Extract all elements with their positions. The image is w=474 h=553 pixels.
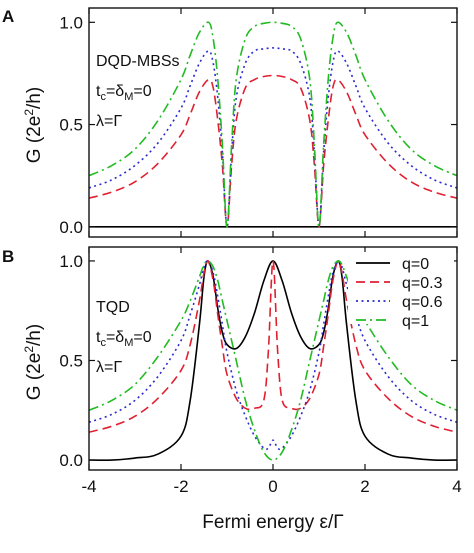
panel-b-annotation-title: TQD bbox=[96, 299, 130, 316]
panel-a-ylabel: G (2e2/h) bbox=[22, 87, 45, 163]
panel-b-series-q-0 bbox=[89, 260, 457, 461]
panel-a-annotation-params: tc=δM=0 bbox=[96, 83, 152, 103]
panel-a-annotation-lambda: λ=Γ bbox=[96, 113, 122, 130]
x-tick-label: 2 bbox=[360, 477, 369, 496]
panel-b: B 0.0 0.5 1.0 -4 -2 0 2 4 G (2e2/h) Fermi ener… bbox=[2, 246, 462, 533]
panel-b-xlabel: Fermi energy ε/Γ bbox=[202, 512, 343, 533]
y-tick-label: 0.0 bbox=[59, 218, 83, 237]
panel-a-series-q-1 bbox=[89, 21, 457, 228]
x-tick-label: 0 bbox=[268, 477, 277, 496]
panel-b-yticks: 0.0 0.5 1.0 bbox=[59, 252, 457, 470]
panel-a-annotation-title: DQD-MBSs bbox=[96, 53, 180, 70]
legend-label: q=1 bbox=[402, 313, 429, 330]
panel-a-series bbox=[89, 21, 457, 228]
panel-b-letter: B bbox=[2, 247, 14, 266]
y-tick-label: 0.5 bbox=[59, 351, 83, 370]
legend-background bbox=[348, 252, 454, 324]
legend-label: q=0.3 bbox=[402, 275, 443, 292]
panel-b-series-q-0-6 bbox=[89, 259, 457, 451]
legend-label: q=0.6 bbox=[402, 294, 443, 311]
x-tick-label: -2 bbox=[173, 477, 188, 496]
panel-b-annotation-params: tc=δM=0 bbox=[96, 329, 152, 349]
panel-b-annotation-lambda: λ=Γ bbox=[96, 359, 122, 376]
x-tick-label: -4 bbox=[81, 477, 96, 496]
panel-a-xticks bbox=[88, 8, 458, 237]
y-tick-label: 1.0 bbox=[59, 13, 83, 32]
panel-a-series-q-0-6 bbox=[89, 47, 457, 228]
legend-label: q=0 bbox=[402, 256, 429, 273]
y-tick-label: 0.5 bbox=[59, 116, 83, 135]
panel-a-yticks: 0.0 0.5 1.0 bbox=[59, 13, 457, 237]
panel-a-annotations: DQD-MBSs tc=δM=0 λ=Γ bbox=[96, 53, 180, 130]
x-tick-label: 4 bbox=[452, 477, 461, 496]
panel-b-annotations: TQD tc=δM=0 λ=Γ bbox=[96, 299, 152, 376]
panel-a-series-q-0-3 bbox=[89, 74, 457, 228]
panel-b-xticks: -4 -2 0 2 4 bbox=[81, 247, 462, 496]
y-tick-label: 1.0 bbox=[59, 252, 83, 271]
panel-b-ylabel: G (2e2/h) bbox=[22, 324, 45, 400]
panel-b-series-q-0-3 bbox=[89, 259, 457, 433]
y-tick-label: 0.0 bbox=[59, 451, 83, 470]
legend: q=0 q=0.3 q=0.6 q=1 bbox=[348, 252, 454, 330]
panel-a-letter: A bbox=[2, 7, 14, 26]
panel-a: A 0.0 0.5 1.0 G (2e2/h) DQD-MBSs tc=δM=0 λ… bbox=[2, 7, 458, 238]
panel-a-frame bbox=[88, 7, 458, 238]
